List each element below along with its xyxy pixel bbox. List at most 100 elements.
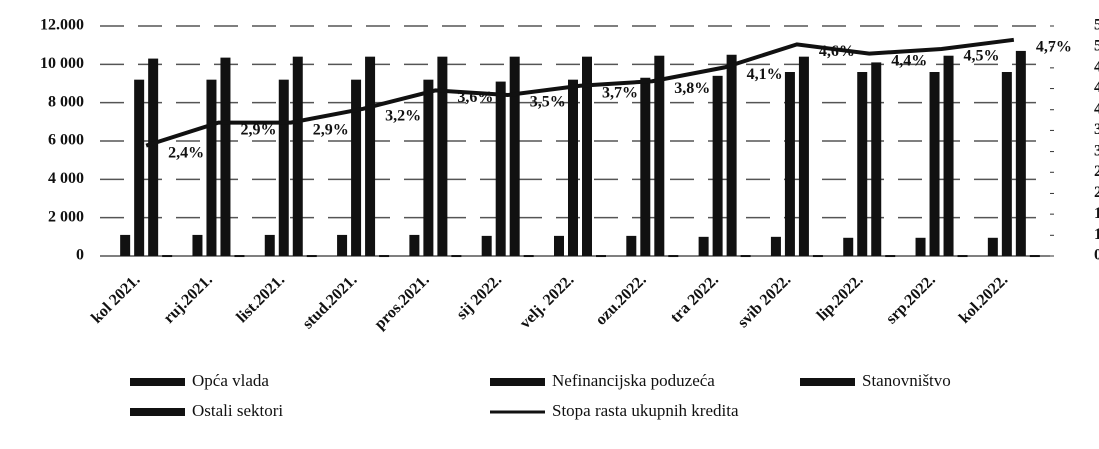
data-label: 4,5% <box>964 48 1000 65</box>
y2-tick-label: 4% <box>1094 59 1099 76</box>
y2-tick-label: 4% <box>1094 79 1099 96</box>
y2-tick-label: 0% <box>1094 247 1099 264</box>
x-tick-label: list.2021. <box>233 271 288 326</box>
data-label: 2,9% <box>240 121 276 138</box>
bar <box>423 79 434 257</box>
y-tick-label: 0 <box>76 247 84 264</box>
bar <box>1001 72 1012 256</box>
bar <box>843 237 854 256</box>
legend-label: Ostali sektori <box>192 401 283 420</box>
y-tick-label: 2 000 <box>48 208 84 225</box>
bar <box>857 72 868 256</box>
bar <box>264 234 275 256</box>
data-label: 3,5% <box>530 94 566 111</box>
bar <box>365 56 376 256</box>
data-label: 3,2% <box>385 107 421 124</box>
bar <box>1015 50 1026 256</box>
bar <box>495 81 506 256</box>
bar <box>292 56 303 256</box>
x-tick-label: kol.2022. <box>956 271 1011 326</box>
x-tick-label: ruj.2021. <box>161 271 216 326</box>
bar <box>234 255 245 258</box>
bar <box>654 55 665 257</box>
bar <box>957 255 968 258</box>
bar <box>206 79 217 257</box>
y2-tick-label: 3% <box>1094 142 1099 159</box>
bar <box>929 72 940 256</box>
y2-tick-label: 2% <box>1094 163 1099 180</box>
bar <box>770 236 781 256</box>
y2-tick-label: 1% <box>1094 226 1099 243</box>
bar <box>306 255 317 258</box>
bar <box>784 72 795 256</box>
bar <box>726 54 737 256</box>
data-label: 2,9% <box>313 121 349 138</box>
bar <box>698 236 709 256</box>
bar <box>987 237 998 256</box>
legend-swatch <box>490 378 545 386</box>
legend-swatch <box>130 408 185 416</box>
bar <box>409 234 420 256</box>
bar <box>582 56 592 256</box>
bar <box>1029 255 1040 258</box>
data-label: 4,7% <box>1036 38 1072 55</box>
bar <box>640 77 651 256</box>
x-tick-label: ozu.2022. <box>592 271 649 328</box>
bar <box>596 255 606 258</box>
bar <box>134 79 145 257</box>
bar <box>668 255 679 258</box>
bar <box>885 255 896 258</box>
y-tick-label: 12.000 <box>40 17 84 34</box>
data-label: 3,6% <box>457 89 493 106</box>
x-tick-label: stud.2021. <box>299 271 360 332</box>
data-label: 4,4% <box>891 52 927 69</box>
bar <box>740 255 751 258</box>
data-label: 4,6% <box>819 43 855 60</box>
bar <box>812 255 823 258</box>
x-tick-label: srp.2022. <box>883 271 939 327</box>
bar <box>626 235 637 256</box>
data-label: 2,4% <box>168 144 204 161</box>
bar <box>943 55 954 257</box>
bar <box>554 235 564 256</box>
y-tick-label: 6 000 <box>48 132 84 149</box>
bar <box>915 237 926 256</box>
x-tick-label: sij 2022. <box>453 271 505 323</box>
bar <box>712 75 723 256</box>
x-tick-label: tra 2022. <box>667 271 722 326</box>
data-label: 3,8% <box>674 80 710 97</box>
y-tick-label: 4 000 <box>48 170 84 187</box>
x-tick-label: svib 2022. <box>735 271 795 331</box>
bar <box>120 234 131 256</box>
bar <box>871 62 882 256</box>
bar <box>451 255 462 258</box>
bar <box>162 255 173 258</box>
x-tick-label: pros.2021. <box>371 271 432 332</box>
x-tick-label: velj. 2022. <box>517 271 578 332</box>
bar <box>337 234 348 256</box>
bar <box>481 235 492 256</box>
bar <box>148 58 159 257</box>
bar <box>278 79 289 257</box>
x-tick-label: kol 2021. <box>88 271 143 326</box>
y-tick-label: 10 000 <box>40 55 84 72</box>
line <box>145 37 1015 148</box>
y2-tick-label: 3% <box>1094 121 1099 138</box>
y2-tick-label: 4% <box>1094 100 1099 117</box>
y2-tick-label: 2% <box>1094 184 1099 201</box>
bar <box>220 57 231 256</box>
y2-tick-label: 5% <box>1094 17 1099 34</box>
bar <box>568 79 578 257</box>
bar <box>509 56 520 256</box>
y2-tick-label: 5% <box>1094 37 1099 54</box>
bar <box>523 255 534 258</box>
y2-tick-label: 1% <box>1094 205 1099 222</box>
legend-label: Stopa rasta ukupnih kredita <box>552 401 739 420</box>
legend-label: Stanovništvo <box>862 371 951 390</box>
data-label: 4,1% <box>747 66 783 83</box>
data-label: 3,7% <box>602 84 638 101</box>
bar <box>379 255 390 258</box>
bar <box>351 79 362 257</box>
bar <box>437 56 448 256</box>
